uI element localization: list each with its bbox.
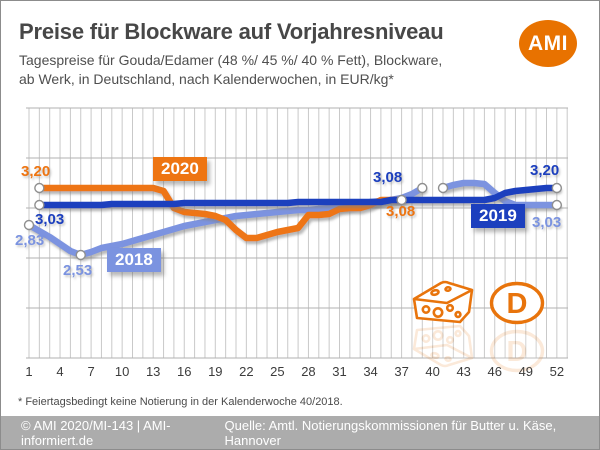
- footer-copyright: © AMI 2020/MI-143 | AMI-informiert.de: [21, 417, 171, 448]
- x-tick-label: 40: [425, 364, 440, 379]
- x-tick-label: 37: [394, 364, 409, 379]
- x-tick-label: 4: [56, 364, 64, 379]
- d-sign-icon: D: [489, 281, 545, 373]
- value-label-2018-start: 2,83: [15, 232, 45, 249]
- x-tick-label: 7: [87, 364, 95, 379]
- subtitle-line-1: Tagespreise für Gouda/Edamer (48 %/ 45 %…: [19, 52, 443, 68]
- x-tick-label: 31: [332, 364, 347, 379]
- grid-lines: [26, 107, 568, 359]
- x-tick-label: 28: [301, 364, 316, 379]
- x-tick-label: 49: [518, 364, 534, 379]
- x-tick-label: 22: [239, 364, 254, 379]
- x-tick-label: 1: [25, 364, 33, 379]
- year-label-2020: 2020: [153, 157, 207, 181]
- value-label-2020-start: 3,20: [21, 163, 51, 180]
- cheese-icon: [412, 280, 474, 368]
- x-tick-label: 19: [208, 364, 223, 379]
- x-tick-label: 13: [145, 364, 161, 379]
- value-label-2019-start: 3,03: [35, 211, 65, 228]
- x-tick-label: 52: [549, 364, 565, 379]
- x-tick-label: 46: [487, 364, 502, 379]
- page-title: Preise für Blockware auf Vorjahresniveau: [19, 19, 444, 44]
- value-label-2018-end: 3,03: [532, 214, 562, 231]
- ami-logo: AMI: [519, 20, 577, 67]
- x-tick-label: 10: [114, 364, 130, 379]
- value-label-2019-end: 3,20: [530, 162, 560, 179]
- x-tick-label: 34: [363, 364, 378, 379]
- subtitle-line-2: ab Werk, in Deutschland, nach Kalenderwo…: [19, 71, 394, 87]
- footer-bar: © AMI 2020/MI-143 | AMI-informiert.de Qu…: [1, 416, 599, 449]
- footnote: * Feiertagsbedingt keine Notierung in de…: [18, 396, 343, 408]
- x-axis: 1 4 7 10 13 16 19 22 25 28 31 34 37 40 43 46 49 52: [1, 364, 599, 382]
- d-sign-letter: D: [507, 288, 528, 320]
- data-point-markers: [23, 182, 563, 261]
- value-label-2018-min: 2,53: [63, 262, 93, 279]
- year-label-2019: 2019: [471, 204, 525, 228]
- year-label-2018: 2018: [107, 248, 161, 272]
- page-subtitle: Tagespreise für Gouda/Edamer (48 %/ 45 %…: [19, 51, 442, 89]
- value-label-2020-end: 3,08: [386, 203, 416, 220]
- x-tick-label: 25: [270, 364, 285, 379]
- footer-source: Quelle: Amtl. Notierungskommissionen für…: [224, 417, 557, 448]
- x-tick-label: 43: [456, 364, 471, 379]
- value-label-2019-mid: 3,08: [373, 169, 403, 186]
- x-tick-label: 16: [177, 364, 192, 379]
- series-lines: [25, 179, 561, 259]
